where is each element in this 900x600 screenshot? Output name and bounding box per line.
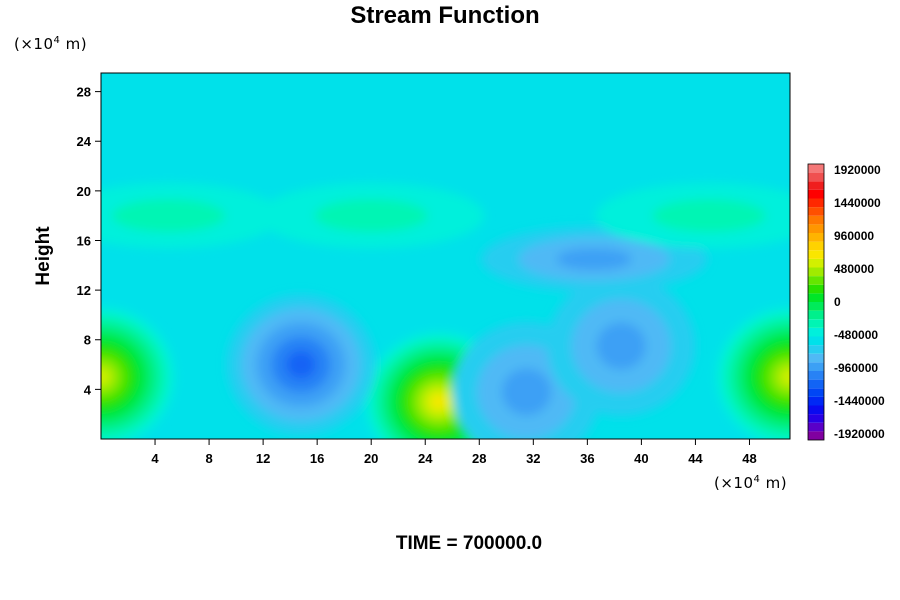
y-axis: 4 8 12 16 20 24 28 <box>77 85 101 397</box>
x-tick-label: 48 <box>742 451 756 466</box>
colorbar-swatch <box>808 215 824 225</box>
colorbar-swatch <box>808 336 824 346</box>
contour-level <box>431 394 447 409</box>
colorbar-tick-label: 960000 <box>834 229 874 243</box>
colorbar-swatch <box>808 293 824 302</box>
x-tick-label: 24 <box>418 451 433 466</box>
colorbar-swatch <box>808 319 824 328</box>
y-tick-label: 28 <box>77 85 91 100</box>
y-axis-unit: (×104 m) <box>14 35 87 53</box>
colorbar-tick-label: 1440000 <box>834 196 881 210</box>
contour-level <box>781 369 790 385</box>
colorbar-swatch <box>808 241 824 251</box>
colorbar-swatch <box>808 181 824 190</box>
colorbar-swatch <box>808 327 824 337</box>
contour-level <box>286 350 316 379</box>
colorbar-swatch <box>808 189 824 199</box>
colorbar-swatch <box>808 396 824 406</box>
colorbar-swatch <box>808 284 824 294</box>
colorbar-swatch <box>808 414 824 423</box>
colorbar-tick-label: -1920000 <box>834 427 885 441</box>
x-tick-label: 16 <box>310 451 324 466</box>
time-label: TIME = 700000.0 <box>396 533 542 554</box>
colorbar-swatch <box>808 207 824 216</box>
x-tick-label: 36 <box>580 451 594 466</box>
colorbar-swatch <box>808 310 824 320</box>
colorbar-swatch <box>808 405 824 415</box>
x-tick-label: 4 <box>151 451 159 466</box>
colorbar-swatch <box>808 362 824 371</box>
colorbar-swatch <box>808 224 824 233</box>
x-tick-label: 44 <box>688 451 703 466</box>
x-tick-label: 8 <box>205 451 212 466</box>
colorbar-swatch <box>808 233 824 242</box>
colorbar-swatch <box>808 371 824 380</box>
contour-feature <box>595 182 790 249</box>
contour-level <box>111 199 226 233</box>
x-tick-label: 32 <box>526 451 540 466</box>
x-axis-unit: (×104 m) <box>714 474 787 492</box>
colorbar <box>807 163 825 441</box>
colorbar-tick-label: -960000 <box>834 361 878 375</box>
colorbar-swatch <box>808 353 824 363</box>
colorbar-swatch <box>808 302 824 311</box>
contour-field <box>101 73 790 439</box>
colorbar-tick-label: 0 <box>834 295 841 309</box>
colorbar-labels: 1920000 1440000 960000 480000 0 -480000 -96000… <box>834 163 885 441</box>
contour-feature <box>715 306 790 439</box>
colorbar-tick-label: -480000 <box>834 328 878 342</box>
y-tick-label: 12 <box>77 283 91 298</box>
y-tick-label: 8 <box>84 333 91 348</box>
y-axis-label: Height <box>33 226 54 286</box>
x-tick-label: 20 <box>364 451 378 466</box>
x-tick-label: 28 <box>472 451 486 466</box>
colorbar-swatch <box>808 258 824 268</box>
chart-title: Stream Function <box>350 2 539 29</box>
contour-level <box>101 369 110 385</box>
colorbar-swatch <box>808 198 824 208</box>
contour-level <box>652 199 766 233</box>
colorbar-swatch <box>808 345 824 354</box>
colorbar-swatch <box>808 172 824 182</box>
contour-level <box>501 368 552 416</box>
contour-level <box>556 248 632 271</box>
colorbar-swatch <box>808 388 824 397</box>
x-axis: 4 8 12 16 20 24 28 32 36 40 44 48 <box>151 439 757 466</box>
contour-feature <box>258 182 485 249</box>
contour-level <box>314 199 428 233</box>
plot-frame <box>100 72 791 440</box>
colorbar-tick-label: -1440000 <box>834 394 885 408</box>
colorbar-tick-label: 1920000 <box>834 163 881 177</box>
y-tick-label: 16 <box>77 233 91 248</box>
contour-feature <box>547 275 696 417</box>
colorbar-swatch <box>808 379 824 389</box>
x-tick-label: 12 <box>256 451 270 466</box>
colorbar-swatch <box>808 276 824 285</box>
contour-level <box>596 322 646 370</box>
x-tick-label: 40 <box>634 451 648 466</box>
colorbar-swatch <box>808 422 824 432</box>
colorbar-swatch <box>808 431 824 440</box>
colorbar-swatch <box>808 267 824 277</box>
contour-feature <box>226 294 376 435</box>
contour-feature <box>101 182 282 249</box>
contour-feature <box>101 306 176 439</box>
y-tick-label: 4 <box>84 382 92 397</box>
colorbar-frame <box>807 163 825 441</box>
colorbar-swatch <box>808 250 824 259</box>
colorbar-tick-label: 480000 <box>834 262 874 276</box>
colorbar-swatch <box>808 164 824 173</box>
y-tick-label: 24 <box>77 134 92 149</box>
y-tick-label: 20 <box>77 184 91 199</box>
